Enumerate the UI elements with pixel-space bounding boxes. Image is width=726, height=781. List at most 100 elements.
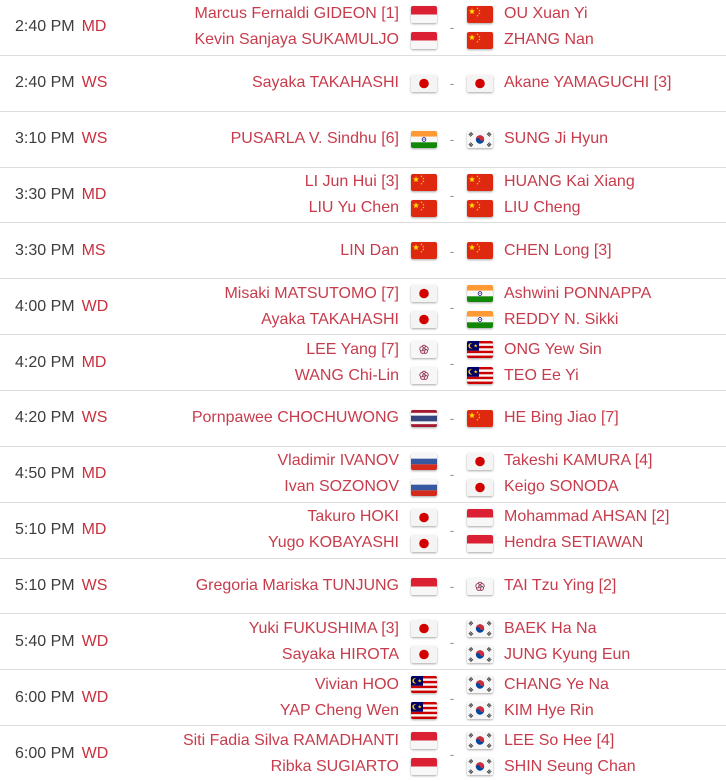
player-name[interactable]: Mohammad AHSAN [2] (504, 508, 670, 526)
team-right: TAI Tzu Ying [2] (467, 573, 726, 599)
player-name[interactable]: Gregoria Mariska TUNJUNG (195, 577, 399, 595)
player-name[interactable]: HUANG Kai Xiang (504, 173, 635, 190)
team-left: Pornpawee CHOCHUWONG (155, 405, 437, 431)
player-name[interactable]: LEE Yang [7] (306, 340, 399, 358)
indonesia-flag-icon (467, 534, 493, 552)
match-type: WS (81, 577, 108, 595)
china-flag-icon (411, 199, 437, 217)
player-name[interactable]: TEO Ee Yi (504, 366, 579, 384)
player-name[interactable]: REDDY N. Sikki (504, 310, 619, 328)
player-name[interactable]: SHIN Seung Chan (504, 757, 636, 775)
player-name[interactable]: Ashwini PONNAPPA (504, 284, 652, 302)
player-name[interactable]: SUNG Ji Hyun (504, 130, 609, 148)
korea-flag-icon (467, 758, 493, 776)
player-name[interactable]: Keigo SONODA (504, 478, 619, 496)
indonesia-flag-icon (411, 577, 437, 595)
player-line: Misaki MATSUTOMO [7] (155, 281, 437, 307)
player-name[interactable]: YAP Cheng Wen (279, 701, 399, 719)
match-type: MD (81, 18, 107, 36)
player-name[interactable]: Yugo KOBAYASHI (267, 534, 399, 552)
player-name[interactable]: Takeshi KAMURA [4] (504, 452, 653, 470)
versus-dash: - (449, 242, 455, 259)
russia-flag-icon (411, 478, 437, 496)
player-line: Pornpawee CHOCHUWONG (155, 405, 437, 431)
versus-dash: - (449, 466, 455, 483)
malaysia-flag-icon (411, 702, 437, 720)
player-name[interactable]: LI Jun Hui [3] (304, 173, 399, 190)
player-name[interactable]: Siti Fadia Silva RAMADHANTI (182, 731, 399, 749)
player-line: SHIN Seung Chan (467, 754, 726, 780)
player-name[interactable]: WANG Chi-Lin (294, 366, 399, 384)
match-time: 4:20 PM (15, 409, 75, 427)
player-line: ONG Yew Sin (467, 337, 726, 363)
player-line: Vladimir IVANOV (155, 448, 437, 474)
player-name[interactable]: JUNG Kyung Eun (504, 645, 631, 663)
china-flag-icon (467, 242, 493, 260)
match-row: 2:40 PM WS Sayaka TAKAHASHI - Akane YAMAG… (0, 55, 726, 112)
player-line: PUSARLA V. Sindhu [6] (155, 126, 437, 152)
player-name[interactable]: BAEK Ha Na (504, 619, 597, 637)
team-right: Ashwini PONNAPPA REDDY N. Sikki (467, 281, 726, 333)
team-left: Takuro HOKI Yugo KOBAYASHI (155, 504, 437, 556)
player-name[interactable]: CHANG Ye Na (504, 675, 609, 693)
player-line: HE Bing Jiao [7] (467, 405, 726, 431)
match-row: 4:20 PM WS Pornpawee CHOCHUWONG - HE Bing… (0, 391, 726, 447)
player-name[interactable]: KIM Hye Rin (504, 701, 594, 719)
player-name[interactable]: TAI Tzu Ying [2] (504, 577, 617, 595)
versus-dash: - (449, 745, 455, 762)
match-type: WD (81, 632, 109, 650)
player-name[interactable]: Pornpawee CHOCHUWONG (191, 409, 399, 427)
player-line: Yuki FUKUSHIMA [3] (155, 616, 437, 642)
versus-dash: - (449, 131, 455, 148)
player-name[interactable]: CHEN Long [3] (504, 241, 612, 259)
team-left: Vladimir IVANOV Ivan SOZONOV (155, 448, 437, 500)
player-line: LIU Yu Chen (155, 195, 437, 221)
china-flag-icon (467, 31, 493, 49)
player-name[interactable]: Vivian HOO (314, 675, 399, 693)
japan-flag-icon (467, 478, 493, 496)
player-name[interactable]: PUSARLA V. Sindhu [6] (230, 130, 399, 148)
player-name[interactable]: Ivan SOZONOV (284, 478, 399, 496)
player-name[interactable]: LIU Yu Chen (308, 199, 399, 216)
player-name[interactable]: LIN Dan (340, 241, 399, 259)
player-line: CHANG Ye Na (467, 672, 726, 698)
team-right: SUNG Ji Hyun (467, 126, 726, 152)
versus-dash: - (449, 410, 455, 427)
china-flag-icon (467, 199, 493, 217)
player-name[interactable]: Hendra SETIAWAN (504, 534, 644, 552)
player-name[interactable]: OU Xuan Yi (504, 5, 588, 23)
player-name[interactable]: LEE So Hee [4] (504, 731, 615, 749)
japan-flag-icon (411, 74, 437, 92)
match-type: WD (81, 688, 109, 706)
match-row: 3:30 PM MD LI Jun Hui [3] LIU Yu Chen - HU… (0, 167, 726, 224)
player-line: TEO Ee Yi (467, 363, 726, 389)
player-name[interactable]: Akane YAMAGUCHI [3] (504, 74, 672, 92)
player-name[interactable]: Sayaka TAKAHASHI (251, 74, 399, 92)
player-name[interactable]: Vladimir IVANOV (277, 452, 399, 470)
time-cell: 4:50 PM MD (0, 465, 155, 483)
match-type: MD (81, 465, 107, 483)
japan-flag-icon (411, 508, 437, 526)
match-row: 5:40 PM WD Yuki FUKUSHIMA [3] Sayaka HIROT… (0, 614, 726, 671)
player-name[interactable]: ONG Yew Sin (504, 340, 602, 358)
player-name[interactable]: Marcus Fernaldi GIDEON [1] (194, 5, 400, 23)
player-name[interactable]: Yuki FUKUSHIMA [3] (248, 619, 399, 637)
player-name[interactable]: Sayaka HIROTA (281, 645, 399, 663)
player-name[interactable]: Takuro HOKI (307, 508, 399, 526)
player-name[interactable]: Ayaka TAKAHASHI (261, 310, 399, 328)
time-cell: 3:10 PM WS (0, 130, 155, 148)
player-name[interactable]: Ribka SUGIARTO (270, 757, 399, 775)
time-cell: 2:40 PM WS (0, 74, 155, 92)
versus-dash: - (449, 19, 455, 36)
player-name[interactable]: ZHANG Nan (504, 31, 594, 49)
player-line: CHEN Long [3] (467, 238, 726, 264)
player-name[interactable]: HE Bing Jiao [7] (504, 409, 619, 427)
china-flag-icon (411, 242, 437, 260)
player-line: LEE So Hee [4] (467, 728, 726, 754)
player-name[interactable]: Misaki MATSUTOMO [7] (224, 284, 399, 302)
player-name[interactable]: LIU Cheng (504, 199, 581, 216)
player-line: Akane YAMAGUCHI [3] (467, 70, 726, 96)
indonesia-flag-icon (411, 5, 437, 23)
player-name[interactable]: Kevin Sanjaya SUKAMULJO (194, 31, 399, 49)
